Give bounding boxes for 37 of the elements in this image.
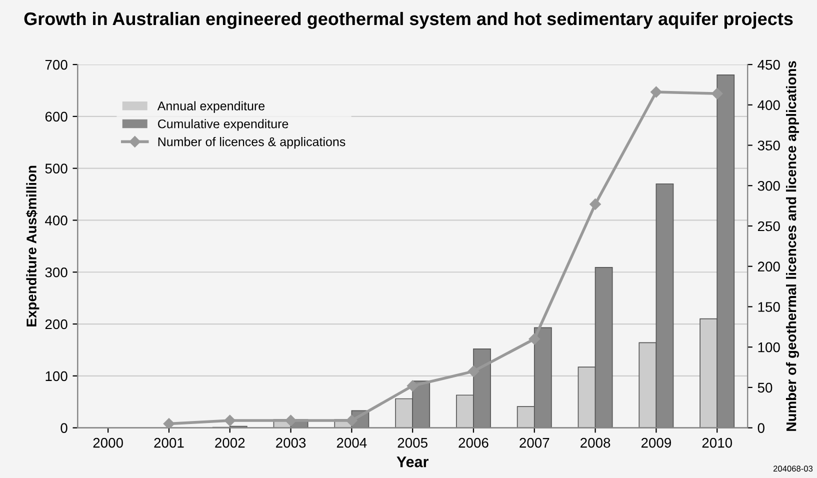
- x-tick-label: 2007: [520, 438, 550, 448]
- x-tick-label: 2000: [93, 438, 123, 448]
- x-tick-label: 2004: [336, 438, 367, 448]
- y-tick-label: 100: [46, 371, 68, 382]
- text: 204068-03: [773, 466, 813, 472]
- y2-tick-label: 300: [758, 180, 780, 191]
- y-tick-label: 0: [60, 423, 68, 433]
- x-tick-label: 2009: [641, 438, 671, 448]
- y2-tick-label: 200: [758, 262, 780, 272]
- x-tick-label: 2001: [154, 438, 184, 448]
- y-tick-label: 200: [45, 319, 68, 330]
- y2-tick-label: 250: [758, 221, 780, 232]
- x-tick-label: 2003: [276, 438, 306, 448]
- y-tick-label: 600: [45, 112, 68, 122]
- y2-tick-label: 450: [758, 60, 780, 70]
- y2-tick-label: 350: [758, 140, 780, 150]
- y2-tick-label: 150: [758, 302, 780, 312]
- y-tick-label: 500: [45, 164, 68, 174]
- x-tick-label: 2010: [702, 438, 732, 448]
- x-tick-label: 2002: [215, 438, 245, 448]
- legend-label: Number of licences & applications: [158, 137, 346, 149]
- legend-label: Cumulative expenditure: [158, 119, 288, 131]
- y2-tick-label: 50: [758, 382, 772, 393]
- y2-axis-title: Number of geothermal licences and licence applications: [786, 61, 800, 431]
- x-tick-label: 2006: [458, 438, 488, 448]
- x-axis-title: Year: [396, 456, 428, 468]
- x-tick-label: 2005: [398, 438, 428, 448]
- y2-tick-label: 0: [758, 423, 764, 433]
- chart-title: Growth in Australian engineered geothermal system and hot sedimentary aquifer projects: [24, 12, 793, 29]
- y2-tick-label: 400: [758, 100, 780, 110]
- y-tick-label: 300: [45, 267, 68, 278]
- legend-label: Annual expenditure: [157, 101, 265, 113]
- x-tick-label: 2008: [580, 438, 610, 448]
- y-tick-label: 700: [45, 60, 68, 70]
- y-axis-title: Expenditure Aus$million: [26, 166, 40, 326]
- y2-tick-label: 100: [758, 342, 780, 352]
- y-tick-label: 400: [45, 216, 68, 226]
